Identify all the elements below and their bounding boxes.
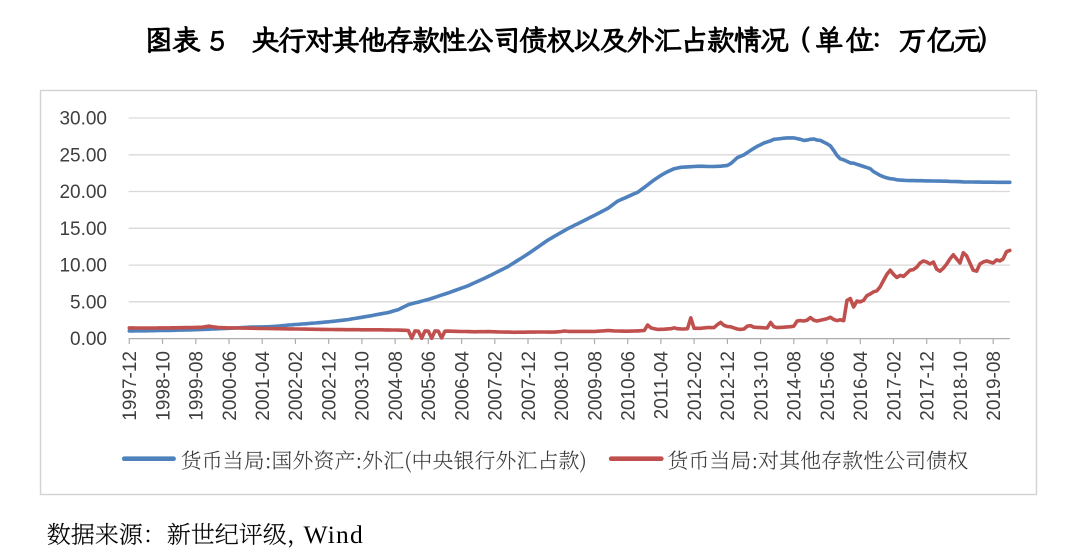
svg-text:2005-06: 2005-06 (419, 351, 440, 421)
svg-text:2009-08: 2009-08 (585, 351, 606, 421)
svg-text:2012-12: 2012-12 (718, 351, 739, 421)
svg-text:Wind: Wind (304, 520, 364, 549)
svg-text:2002-02: 2002-02 (286, 351, 307, 421)
svg-text:2002-12: 2002-12 (320, 351, 341, 421)
svg-text:2013-10: 2013-10 (751, 351, 772, 421)
svg-text:2017-12: 2017-12 (918, 351, 939, 421)
svg-text:25.00: 25.00 (59, 145, 107, 166)
svg-text:2008-10: 2008-10 (552, 351, 573, 421)
svg-text:2011-04: 2011-04 (652, 351, 673, 420)
svg-text:2001-04: 2001-04 (253, 351, 274, 421)
svg-text:2019-08: 2019-08 (984, 351, 1005, 421)
svg-text:30.00: 30.00 (59, 109, 107, 130)
svg-text:2010-06: 2010-06 (619, 351, 640, 421)
svg-text:2004-08: 2004-08 (386, 351, 407, 421)
svg-text:2007-12: 2007-12 (519, 351, 540, 421)
svg-text:10.00: 10.00 (59, 256, 107, 277)
svg-text:2003-10: 2003-10 (353, 351, 374, 421)
svg-text:2014-08: 2014-08 (785, 351, 806, 421)
svg-text:2007-02: 2007-02 (486, 351, 507, 421)
svg-text:2015-06: 2015-06 (818, 351, 839, 421)
svg-text:2017-02: 2017-02 (884, 351, 905, 421)
svg-text:20.00: 20.00 (59, 182, 107, 203)
svg-text:1998-10: 1998-10 (153, 351, 174, 421)
svg-text:2012-02: 2012-02 (685, 351, 706, 421)
svg-text:1999-08: 1999-08 (187, 351, 208, 421)
svg-text:5.00: 5.00 (70, 292, 107, 313)
svg-text:2018-10: 2018-10 (951, 351, 972, 421)
svg-text:2006-04: 2006-04 (452, 351, 473, 421)
svg-text:1997-12: 1997-12 (120, 351, 141, 421)
svg-text:15.00: 15.00 (59, 219, 107, 240)
svg-text:0.00: 0.00 (70, 329, 107, 350)
svg-text:2016-04: 2016-04 (851, 351, 872, 421)
svg-text:2000-06: 2000-06 (220, 351, 241, 421)
